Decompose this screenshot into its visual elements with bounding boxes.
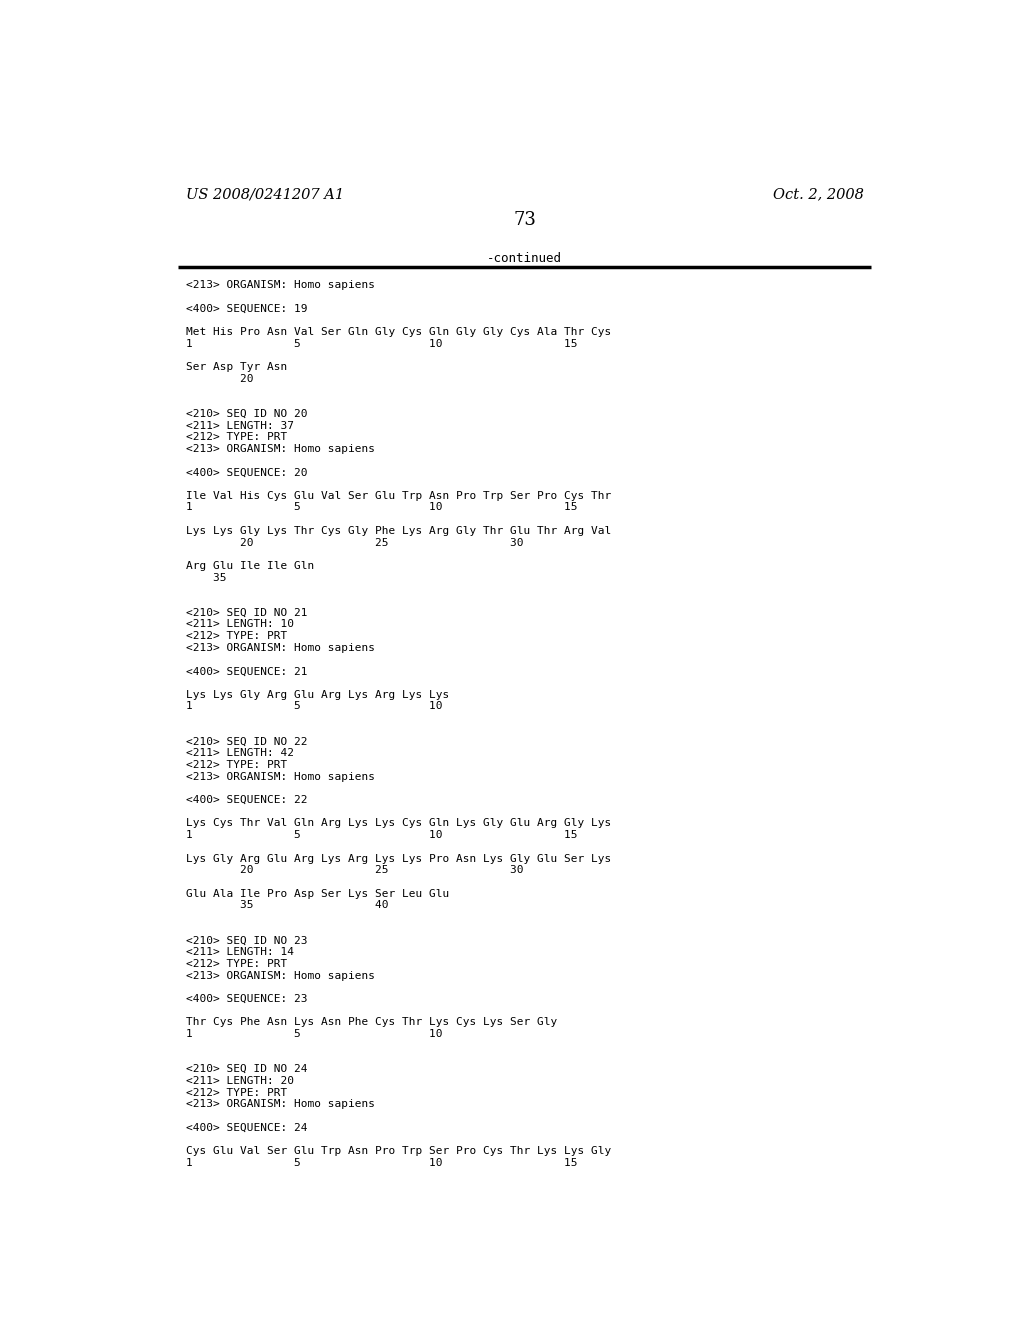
Text: Lys Gly Arg Glu Arg Lys Arg Lys Lys Pro Asn Lys Gly Glu Ser Lys: Lys Gly Arg Glu Arg Lys Arg Lys Lys Pro …	[186, 854, 611, 863]
Text: <213> ORGANISM: Homo sapiens: <213> ORGANISM: Homo sapiens	[186, 1100, 375, 1109]
Text: <212> TYPE: PRT: <212> TYPE: PRT	[186, 958, 288, 969]
Text: Oct. 2, 2008: Oct. 2, 2008	[773, 187, 864, 202]
Text: <212> TYPE: PRT: <212> TYPE: PRT	[186, 760, 288, 770]
Text: <210> SEQ ID NO 20: <210> SEQ ID NO 20	[186, 409, 307, 418]
Text: <400> SEQUENCE: 20: <400> SEQUENCE: 20	[186, 467, 307, 478]
Text: Arg Glu Ile Ile Gln: Arg Glu Ile Ile Gln	[186, 561, 314, 572]
Text: <213> ORGANISM: Homo sapiens: <213> ORGANISM: Homo sapiens	[186, 970, 375, 981]
Text: 1               5                   10: 1 5 10	[186, 1030, 442, 1039]
Text: <210> SEQ ID NO 23: <210> SEQ ID NO 23	[186, 936, 307, 945]
Text: <211> LENGTH: 10: <211> LENGTH: 10	[186, 619, 294, 630]
Text: 35: 35	[186, 573, 226, 582]
Text: 1               5                   10: 1 5 10	[186, 701, 442, 711]
Text: <212> TYPE: PRT: <212> TYPE: PRT	[186, 1088, 288, 1098]
Text: <400> SEQUENCE: 22: <400> SEQUENCE: 22	[186, 795, 307, 805]
Text: Glu Ala Ile Pro Asp Ser Lys Ser Leu Glu: Glu Ala Ile Pro Asp Ser Lys Ser Leu Glu	[186, 888, 450, 899]
Text: <400> SEQUENCE: 19: <400> SEQUENCE: 19	[186, 304, 307, 313]
Text: 20                  25                  30: 20 25 30	[186, 866, 523, 875]
Text: 1               5                   10                  15: 1 5 10 15	[186, 339, 578, 348]
Text: <210> SEQ ID NO 21: <210> SEQ ID NO 21	[186, 607, 307, 618]
Text: <213> ORGANISM: Homo sapiens: <213> ORGANISM: Homo sapiens	[186, 643, 375, 653]
Text: 1               5                   10                  15: 1 5 10 15	[186, 830, 578, 840]
Text: <213> ORGANISM: Homo sapiens: <213> ORGANISM: Homo sapiens	[186, 280, 375, 290]
Text: 1               5                   10                  15: 1 5 10 15	[186, 503, 578, 512]
Text: 73: 73	[513, 211, 537, 228]
Text: Ile Val His Cys Glu Val Ser Glu Trp Asn Pro Trp Ser Pro Cys Thr: Ile Val His Cys Glu Val Ser Glu Trp Asn …	[186, 491, 611, 500]
Text: 35                  40: 35 40	[186, 900, 389, 911]
Text: Lys Lys Gly Arg Glu Arg Lys Arg Lys Lys: Lys Lys Gly Arg Glu Arg Lys Arg Lys Lys	[186, 689, 450, 700]
Text: <400> SEQUENCE: 24: <400> SEQUENCE: 24	[186, 1123, 307, 1133]
Text: <212> TYPE: PRT: <212> TYPE: PRT	[186, 432, 288, 442]
Text: <210> SEQ ID NO 24: <210> SEQ ID NO 24	[186, 1064, 307, 1074]
Text: Lys Lys Gly Lys Thr Cys Gly Phe Lys Arg Gly Thr Glu Thr Arg Val: Lys Lys Gly Lys Thr Cys Gly Phe Lys Arg …	[186, 525, 611, 536]
Text: US 2008/0241207 A1: US 2008/0241207 A1	[186, 187, 344, 202]
Text: <213> ORGANISM: Homo sapiens: <213> ORGANISM: Homo sapiens	[186, 444, 375, 454]
Text: 20: 20	[186, 374, 254, 384]
Text: 1               5                   10                  15: 1 5 10 15	[186, 1158, 578, 1168]
Text: <400> SEQUENCE: 23: <400> SEQUENCE: 23	[186, 994, 307, 1005]
Text: Thr Cys Phe Asn Lys Asn Phe Cys Thr Lys Cys Lys Ser Gly: Thr Cys Phe Asn Lys Asn Phe Cys Thr Lys …	[186, 1018, 557, 1027]
Text: <211> LENGTH: 14: <211> LENGTH: 14	[186, 948, 294, 957]
Text: <211> LENGTH: 42: <211> LENGTH: 42	[186, 748, 294, 758]
Text: <400> SEQUENCE: 21: <400> SEQUENCE: 21	[186, 667, 307, 676]
Text: 20                  25                  30: 20 25 30	[186, 537, 523, 548]
Text: <211> LENGTH: 20: <211> LENGTH: 20	[186, 1076, 294, 1086]
Text: <213> ORGANISM: Homo sapiens: <213> ORGANISM: Homo sapiens	[186, 772, 375, 781]
Text: <210> SEQ ID NO 22: <210> SEQ ID NO 22	[186, 737, 307, 747]
Text: <212> TYPE: PRT: <212> TYPE: PRT	[186, 631, 288, 642]
Text: Ser Asp Tyr Asn: Ser Asp Tyr Asn	[186, 362, 288, 372]
Text: Cys Glu Val Ser Glu Trp Asn Pro Trp Ser Pro Cys Thr Lys Lys Gly: Cys Glu Val Ser Glu Trp Asn Pro Trp Ser …	[186, 1146, 611, 1156]
Text: Lys Cys Thr Val Gln Arg Lys Lys Cys Gln Lys Gly Glu Arg Gly Lys: Lys Cys Thr Val Gln Arg Lys Lys Cys Gln …	[186, 818, 611, 829]
Text: -continued: -continued	[487, 252, 562, 265]
Text: <211> LENGTH: 37: <211> LENGTH: 37	[186, 421, 294, 430]
Text: Met His Pro Asn Val Ser Gln Gly Cys Gln Gly Gly Cys Ala Thr Cys: Met His Pro Asn Val Ser Gln Gly Cys Gln …	[186, 327, 611, 337]
